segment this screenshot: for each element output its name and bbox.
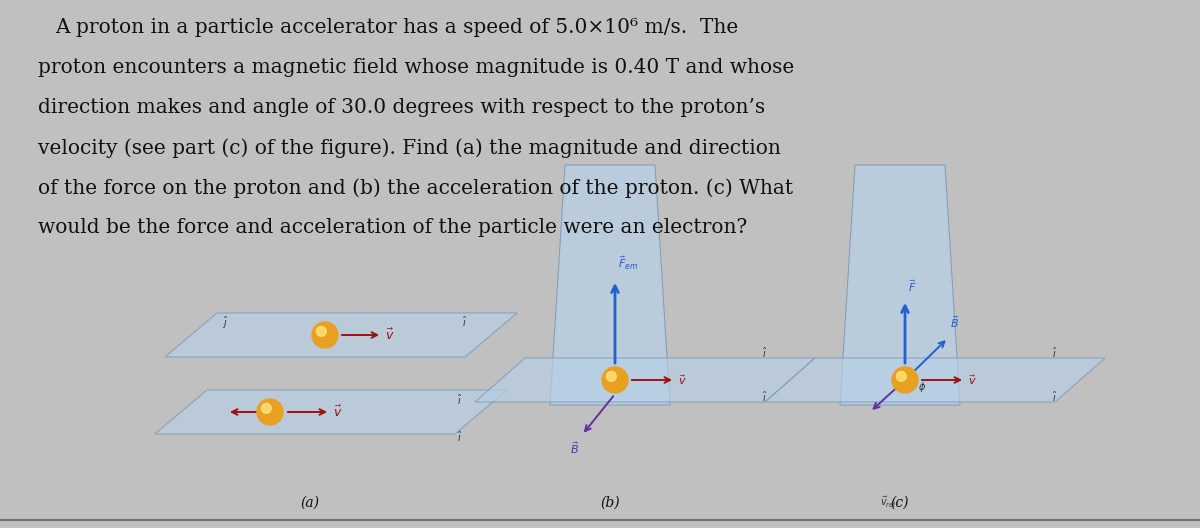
Polygon shape bbox=[766, 358, 1105, 402]
Polygon shape bbox=[550, 165, 670, 405]
Text: $\vec{B}$: $\vec{B}$ bbox=[570, 440, 578, 456]
Text: $\hat{\imath}$: $\hat{\imath}$ bbox=[457, 430, 463, 444]
Text: $\vec{F}_{em}$: $\vec{F}_{em}$ bbox=[618, 254, 638, 272]
Text: of the force on the proton and (b) the acceleration of the proton. (c) What: of the force on the proton and (b) the a… bbox=[38, 178, 793, 197]
Text: $\vec{v}_{rel}$: $\vec{v}_{rel}$ bbox=[880, 495, 896, 510]
Text: $\hat{\jmath}$: $\hat{\jmath}$ bbox=[222, 315, 229, 331]
Circle shape bbox=[892, 367, 918, 393]
Text: $\phi$: $\phi$ bbox=[918, 380, 926, 394]
Polygon shape bbox=[475, 358, 815, 402]
Circle shape bbox=[312, 322, 338, 348]
Text: $\hat{\imath}$: $\hat{\imath}$ bbox=[1052, 390, 1057, 404]
Polygon shape bbox=[840, 165, 960, 405]
Polygon shape bbox=[166, 313, 517, 357]
Text: $\hat{\imath}$: $\hat{\imath}$ bbox=[1052, 346, 1057, 360]
Text: $\vec{v}$: $\vec{v}$ bbox=[385, 328, 395, 343]
Circle shape bbox=[262, 403, 271, 413]
Circle shape bbox=[317, 326, 326, 336]
Circle shape bbox=[602, 367, 628, 393]
Text: $\vec{v}$: $\vec{v}$ bbox=[334, 405, 342, 420]
Text: $\vec{B}$: $\vec{B}$ bbox=[950, 314, 959, 330]
Text: would be the force and acceleration of the particle were an electron?: would be the force and acceleration of t… bbox=[38, 218, 748, 237]
Circle shape bbox=[606, 371, 617, 381]
Text: $\vec{v}$: $\vec{v}$ bbox=[678, 373, 686, 386]
Text: $\hat{\imath}$: $\hat{\imath}$ bbox=[762, 346, 768, 360]
Circle shape bbox=[257, 399, 283, 425]
Text: $\vec{F}$: $\vec{F}$ bbox=[908, 278, 917, 294]
Text: (a): (a) bbox=[300, 496, 319, 510]
Text: velocity (see part (c) of the figure). Find (a) the magnitude and direction: velocity (see part (c) of the figure). F… bbox=[38, 138, 781, 158]
Polygon shape bbox=[155, 390, 508, 434]
Text: $\vec{v}$: $\vec{v}$ bbox=[968, 373, 977, 386]
Text: (b): (b) bbox=[600, 496, 620, 510]
Text: A proton in a particle accelerator has a speed of 5.0×10⁶ m/s.  The: A proton in a particle accelerator has a… bbox=[55, 18, 738, 37]
Text: $\hat{\imath}$: $\hat{\imath}$ bbox=[457, 393, 463, 407]
Text: proton encounters a magnetic field whose magnitude is 0.40 T and whose: proton encounters a magnetic field whose… bbox=[38, 58, 794, 77]
Text: direction makes and angle of 30.0 degrees with respect to the proton’s: direction makes and angle of 30.0 degree… bbox=[38, 98, 766, 117]
Text: $\hat{\imath}$: $\hat{\imath}$ bbox=[762, 390, 768, 404]
Circle shape bbox=[896, 371, 906, 381]
Text: $\hat{\imath}$: $\hat{\imath}$ bbox=[462, 315, 468, 329]
Text: (c): (c) bbox=[890, 496, 910, 510]
